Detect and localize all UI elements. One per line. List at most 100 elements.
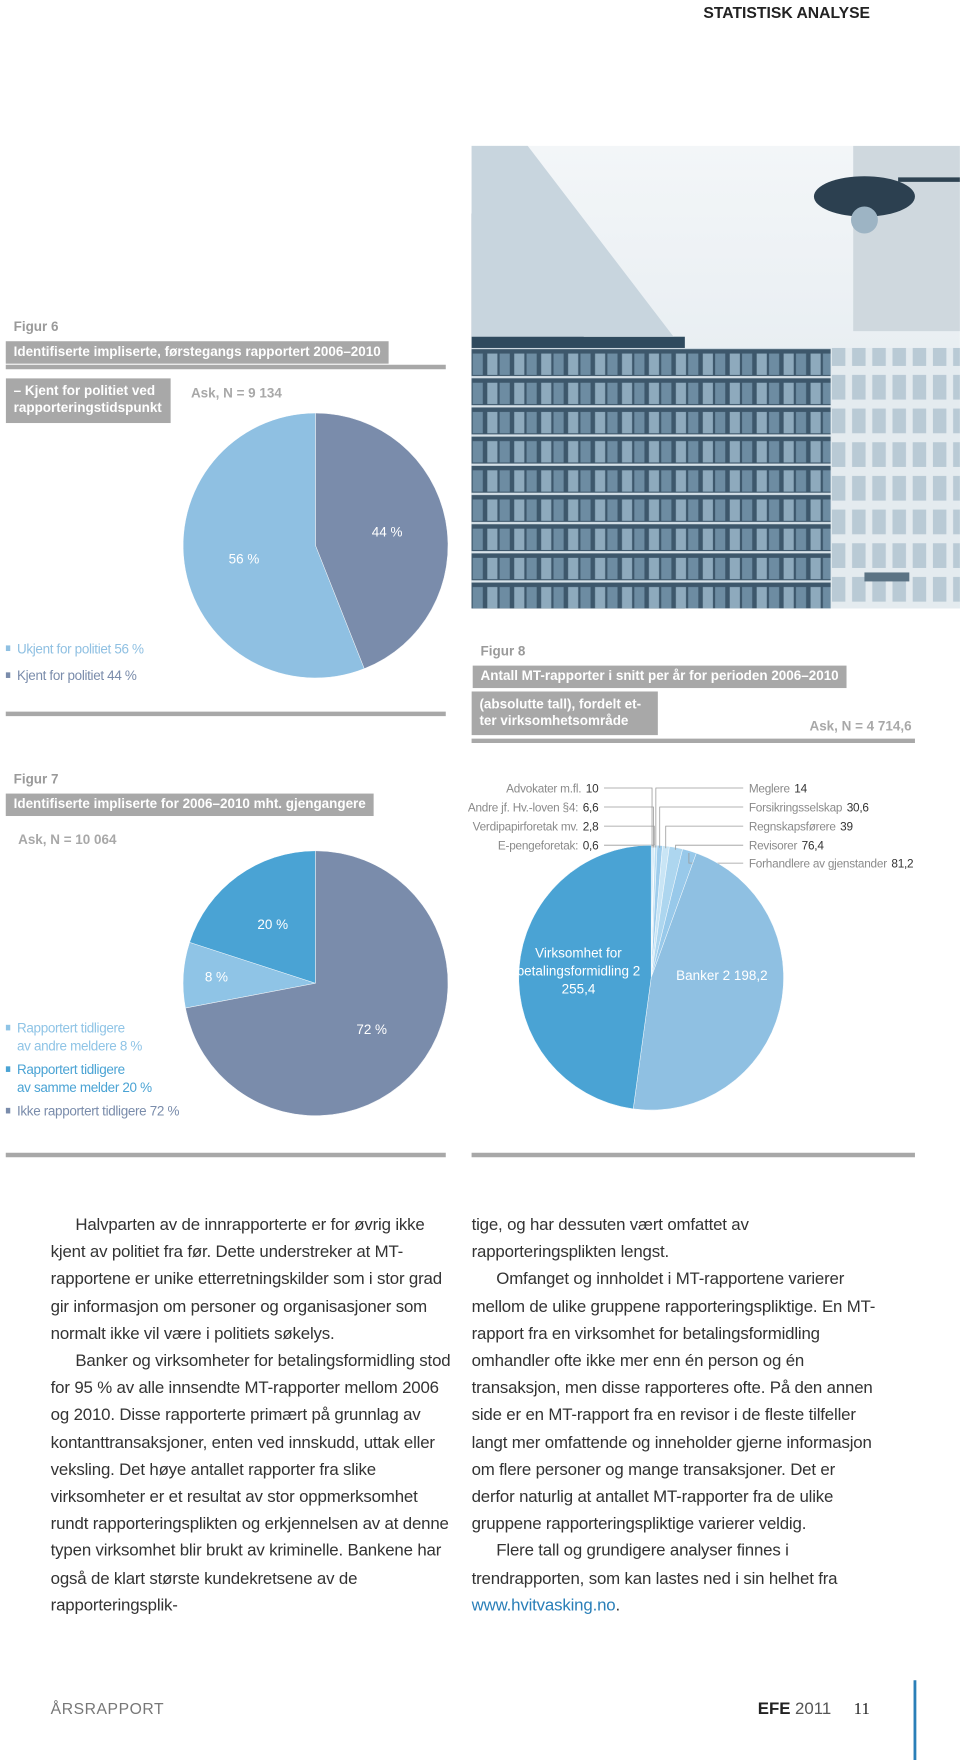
title-box [5, 341, 389, 364]
slice-name: Banker [676, 967, 719, 983]
slice-name: Forsikringsselskap [749, 802, 843, 815]
text-column: Halvparten av de innrapporterte er for ø… [51, 1212, 452, 1620]
slice-value: 2 198,2 [722, 967, 768, 983]
slice-value: 10 [586, 782, 599, 795]
slice-label: Virksomhet for betalingsformidling 2 255… [511, 944, 646, 998]
title-box [5, 793, 374, 817]
pie-chart: Figur 6 Identifiserte impliserte, førsteg… [5, 319, 449, 679]
slice-label: Meglere 14 [749, 782, 808, 795]
legend-swatch [5, 645, 11, 652]
slice-label: Verdipapirforetak mv. 2,8 [473, 821, 599, 834]
pie-slice [632, 852, 784, 1111]
slice-label: Advokater m.fl. 10 [506, 782, 599, 795]
figure-label: Figur 8 [481, 644, 526, 659]
slice-name: Verdipapirforetak mv. [473, 821, 579, 834]
slice-value: 39 [840, 821, 853, 834]
photo-wall [853, 145, 960, 332]
leader-line [604, 825, 655, 848]
slice-label-text: Banker 2 198,2 [655, 966, 790, 984]
slice-name: Andre jf. Hv.-loven §4: [468, 802, 578, 815]
slice-value: 2,8 [583, 821, 599, 834]
legend: Rapportert tidligere av andre meldere 8 … [5, 1019, 197, 1120]
legend-item: Ikke rapportert tidligere 72 % [5, 1102, 197, 1120]
footer-brand: EFE [758, 1699, 791, 1718]
figure-label: Figur 7 [14, 771, 59, 786]
paragraph: Halvparten av de innrapporterte er for ø… [50, 1215, 442, 1344]
slice-name: Virksomhet for betalingsformidling [516, 944, 630, 979]
slice-value-label: 44 % [372, 524, 403, 539]
pie-slice [518, 844, 652, 1110]
link[interactable]: www.hvitvasking.no [471, 1595, 616, 1616]
figure-subtitle: – Kjent for politiet ved rapporteringsti… [5, 378, 171, 424]
page-number: 11 [854, 1699, 870, 1718]
slice-value-label: 72 % [356, 1022, 387, 1037]
figure-note: Ask, N = 4 714,6 [809, 719, 911, 734]
slice-name: Forhandlere av gjenstander [749, 858, 887, 871]
paragraph: Flere tall og grundigere analyser finnes… [471, 1541, 838, 1616]
slice-label: Banker 2 198,2 [655, 966, 790, 984]
figure-note: Ask, N = 9 134 [191, 385, 282, 400]
body-column: tige, og har dessuten vært omfattet av r… [472, 1212, 876, 1620]
paragraph: Banker og virksomheter for betalingsform… [50, 1351, 451, 1616]
slice-label: Regnskapsførere 39 [749, 821, 853, 834]
legend-item: Rapportert tidligere av andre meldere 8 … [5, 1019, 197, 1055]
legend-swatch [5, 1066, 11, 1072]
pie-slice [182, 412, 365, 679]
leader-line [675, 844, 744, 850]
photo-roof [471, 145, 674, 337]
legend-swatch [5, 1024, 11, 1031]
legend-item: Ukjent for politiet 56 % [5, 640, 197, 658]
slice-label-text: Virksomhet for betalingsformidling 2 255… [511, 944, 646, 998]
legend-label: Kjent for politiet 44 % [16, 667, 137, 684]
slice-label: E-pengeforetak: 0,6 [498, 840, 599, 853]
photo-building [471, 347, 831, 609]
legend-item: Kjent for politiet 44 % [5, 667, 197, 685]
leader-line [604, 806, 654, 848]
subtitle-box: – Kjent for politiet ved rapporteringsti… [5, 378, 171, 424]
photo-lamp [813, 176, 915, 217]
body-column: Halvparten av de innrapporterte er for ø… [51, 1212, 452, 1620]
legend-label: Ikke rapportert tidligere 72 % [16, 1103, 180, 1120]
slice-value-label: 8 % [205, 970, 228, 985]
slice-name: Meglere [749, 782, 791, 795]
legend-label: Ukjent for politiet 56 % [16, 640, 144, 657]
subtitle-box: (absolutte tall), fordelt et- ter virkso… [471, 691, 658, 736]
legend: Ukjent for politiet 56 % Kjent for politi… [5, 640, 197, 685]
leader-line [604, 787, 653, 848]
slice-value: 81,2 [891, 858, 913, 871]
slice-value: 76,4 [802, 840, 825, 853]
slice-name: E-pengeforetak: [498, 840, 578, 853]
legend-label: Rapportert tidligere av andre meldere 8 … [16, 1020, 143, 1054]
figure-title: Antall MT-rapporter i snitt per år for p… [481, 668, 839, 683]
pie-slice [315, 412, 449, 669]
photo-lamp-small [864, 572, 910, 582]
footer-right: EFE 2011 11 [758, 1699, 870, 1718]
slice-value: 14 [794, 782, 807, 795]
figure-note: Ask, N = 10 064 [18, 832, 117, 847]
paragraph: Omfanget og innholdet i MT-rapportene va… [471, 1269, 876, 1534]
leader-line [659, 806, 744, 848]
text-column: tige, og har dessuten vært omfattet av r… [472, 1212, 876, 1620]
footer-year: 2011 [795, 1699, 831, 1718]
slice-label: Andre jf. Hv.-loven §4: 6,6 [468, 802, 599, 815]
legend-swatch [5, 672, 11, 678]
leader-line [665, 825, 744, 849]
pie-chart: Figur 8 Antall MT-rapporter i snitt per å… [468, 644, 914, 1111]
pie-chart: Figur 7 Identifiserte impliserte for 2006… [5, 771, 449, 1116]
slice-value: 0,6 [583, 840, 599, 853]
photo-building-right [830, 347, 960, 609]
legend-item: Rapportert tidligere av samme melder 20 … [5, 1061, 197, 1097]
slice-value: 2 255,4 [561, 962, 641, 997]
paragraph: tige, og har dessuten vært omfattet av r… [471, 1215, 749, 1262]
slice-value: 30,6 [847, 802, 870, 815]
slice-value-label: 20 % [257, 917, 288, 932]
slice-label: Revisorer 76,4 [749, 840, 825, 853]
slice-value: 6,6 [583, 802, 599, 815]
slice-name: Revisorer [749, 840, 798, 853]
figure-title: Identifiserte impliserte, førstegangs ra… [14, 344, 381, 359]
punctuation: . [615, 1595, 621, 1616]
pie-slice [189, 850, 316, 984]
footer-left: ÅRSRAPPORT [51, 1699, 165, 1718]
photo-lamp-bulb [850, 206, 878, 234]
